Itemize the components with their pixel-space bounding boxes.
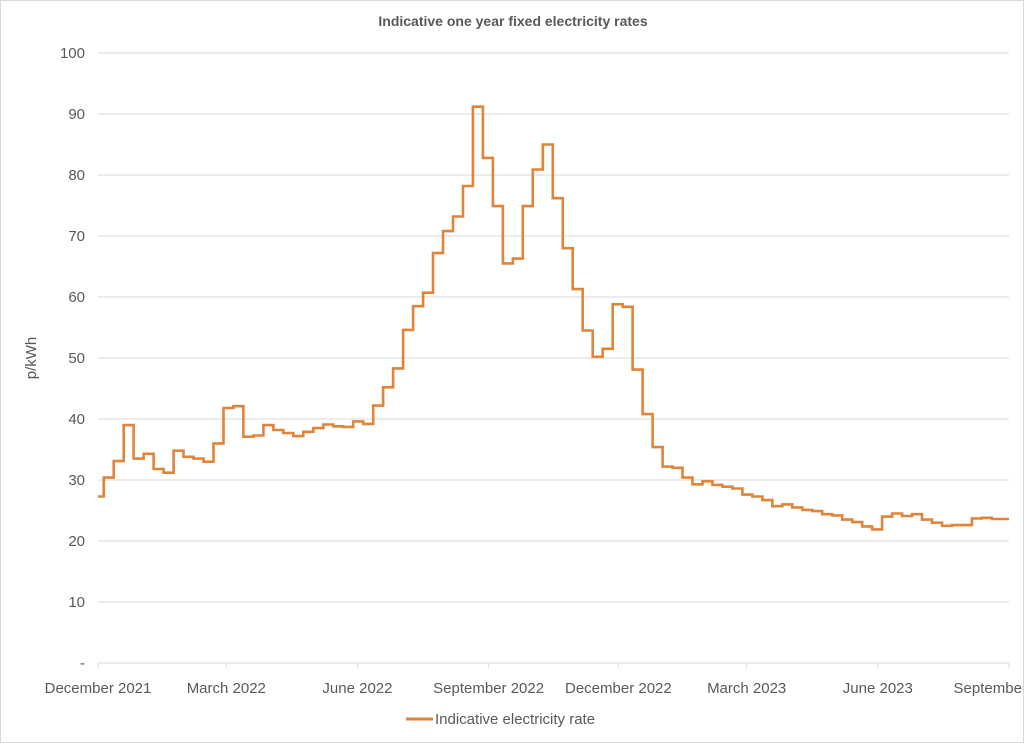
y-axis-ticks: - 10 20 30 40 50 60 70 80 90 100 <box>60 45 85 672</box>
x-tick-label: March 2023 <box>707 680 786 697</box>
x-tick-label: June 2023 <box>843 680 913 697</box>
y-axis-label: p/kWh <box>23 337 40 380</box>
x-tick-label: March 2022 <box>187 680 266 697</box>
y-tick-label: 80 <box>68 167 85 184</box>
y-tick-label: 40 <box>68 411 85 428</box>
series-line-indicative-electricity-rate <box>98 105 1009 531</box>
y-tick-label: 90 <box>68 106 85 123</box>
y-tick-label: 20 <box>68 533 85 550</box>
y-tick-label: 50 <box>68 350 85 367</box>
y-tick-label: 30 <box>68 472 85 489</box>
y-tick-label: 10 <box>68 594 85 611</box>
x-tick-label: December 2022 <box>565 680 672 697</box>
legend: Indicative electricity rate <box>406 711 595 728</box>
y-tick-label: 100 <box>60 45 85 62</box>
y-tick-label: 70 <box>68 228 85 245</box>
chart-title: Indicative one year fixed electricity ra… <box>378 13 647 29</box>
x-tick-label: December 2021 <box>45 680 152 697</box>
series-layer <box>98 105 1009 531</box>
x-tick-label: September 2022 <box>433 680 544 697</box>
x-tick-label: September 2023 <box>954 680 1023 697</box>
legend-label: Indicative electricity rate <box>435 711 595 728</box>
x-axis-ticks: December 2021 March 2022 June 2022 Septembe… <box>45 663 1023 697</box>
gridlines <box>98 52 1009 664</box>
y-tick-label: 60 <box>68 289 85 306</box>
y-tick-label: - <box>80 655 85 672</box>
x-tick-label: June 2022 <box>322 680 392 697</box>
